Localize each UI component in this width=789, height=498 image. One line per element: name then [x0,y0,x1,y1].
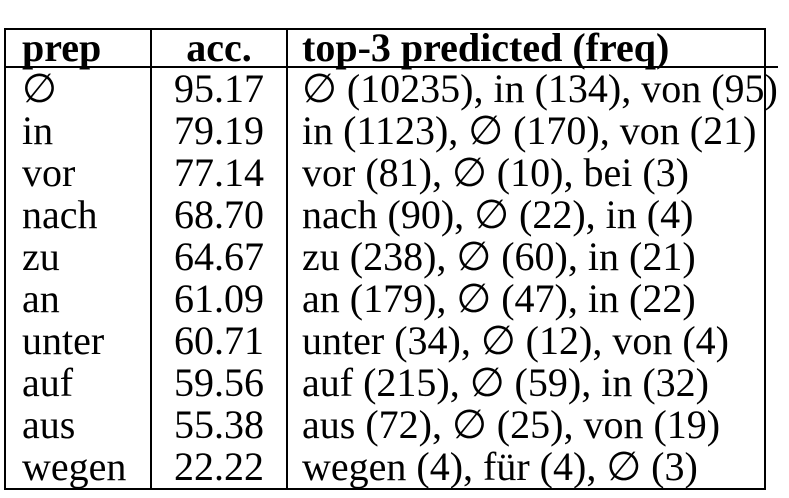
header-cell-prep: prep [6,28,152,68]
cell-acc: 64.67 [152,236,288,278]
cell-top3: ∅ (10235), in (134), von (95) [302,66,778,111]
cell-top3: zu (238), ∅ (60), in (21) [302,234,696,279]
cell-prep: auf [6,362,152,404]
cell-prep: unter [6,320,152,362]
cell-prep: wegen [6,446,152,488]
header-cell-acc: acc. [152,28,288,68]
cell-top3: vor (81), ∅ (10), bei (3) [302,150,689,195]
cell-acc: 95.17 [152,68,288,110]
cell-acc: 77.14 [152,152,288,194]
cell-prep: nach [6,194,152,236]
cell-prep: zu [6,236,152,278]
cell-acc: 59.56 [152,362,288,404]
cell-acc: 55.38 [152,404,288,446]
prepositions-accuracy-table: prep acc. top-3 predicted (freq) ∅ 95.17… [4,28,778,490]
cell-top3: unter (34), ∅ (12), von (4) [302,318,729,363]
cell-acc: 61.09 [152,278,288,320]
cell-acc: 68.70 [152,194,288,236]
cell-prep: ∅ [6,68,152,110]
cell-prep: in [6,110,152,152]
cell-top3: in (1123), ∅ (170), von (21) [302,108,757,153]
cell-top3: wegen (4), für (4), ∅ (3) [302,444,698,489]
cell-top3: nach (90), ∅ (22), in (4) [302,192,694,237]
cell-prep: aus [6,404,152,446]
cell-acc: 60.71 [152,320,288,362]
cell-acc: 79.19 [152,110,288,152]
cell-top3: auf (215), ∅ (59), in (32) [302,360,709,405]
cell-top3: an (179), ∅ (47), in (22) [302,276,696,321]
header-cell-top3-predicted: top-3 predicted (freq) [288,28,778,68]
cell-top3: aus (72), ∅ (25), von (19) [302,402,721,447]
cell-prep: vor [6,152,152,194]
cell-prep: an [6,278,152,320]
cell-acc: 22.22 [152,446,288,488]
